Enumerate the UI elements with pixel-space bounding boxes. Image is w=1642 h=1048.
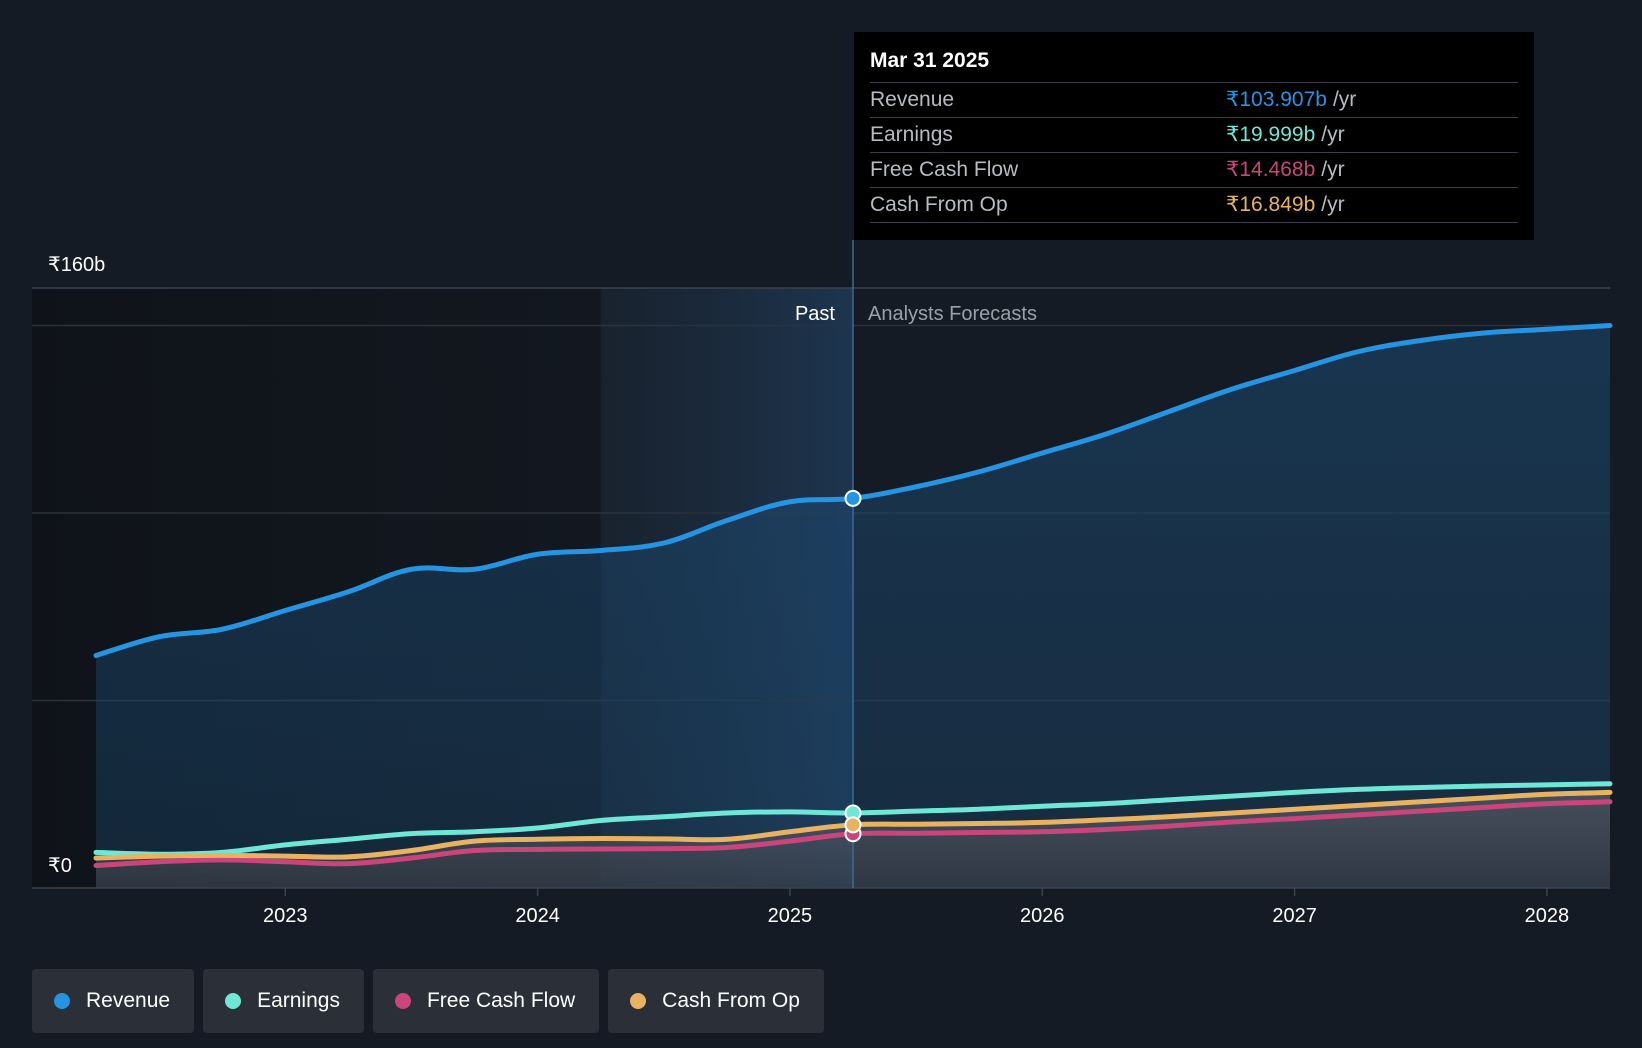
tooltip-label: Revenue [870, 88, 955, 111]
legend-item-free-cash-flow[interactable]: Free Cash Flow [372, 969, 600, 1033]
x-tick-label: 2025 [768, 905, 813, 927]
legend-label: Cash From Op [662, 989, 800, 1012]
legend-dot-icon [394, 993, 411, 1009]
forecast-label: Analysts Forecasts [868, 303, 1037, 325]
data-tooltip: Mar 31 2025 Revenue ₹103.907b /yr Earnin… [854, 32, 1534, 240]
legend-item-cash-from-op[interactable]: Cash From Op [608, 969, 824, 1033]
legend-label: Earnings [257, 989, 340, 1012]
tooltip-value: ₹103.907b [1226, 88, 1327, 111]
tooltip-unit: /yr [1332, 88, 1357, 111]
tooltip-value: ₹14.468b [1226, 158, 1316, 181]
x-axis-ticks: 2023 2024 2025 2026 2027 2028 [263, 888, 1569, 927]
x-tick-label: 2024 [515, 905, 560, 927]
past-label: Past [795, 303, 835, 325]
marker-revenue [844, 489, 862, 507]
tooltip-row-cash-from-op: Cash From Op ₹16.849b /yr [870, 188, 1518, 223]
chart-legend: Revenue Earnings Free Cash Flow Cash Fro… [32, 969, 824, 1033]
x-tick-label: 2023 [263, 905, 308, 927]
x-tick-label: 2026 [1020, 905, 1065, 927]
legend-dot-icon [54, 993, 70, 1009]
legend-label: Revenue [86, 989, 171, 1012]
legend-item-earnings[interactable]: Earnings [203, 969, 364, 1033]
y-tick-label-top: ₹160b [48, 254, 105, 276]
tooltip-unit: /yr [1321, 158, 1345, 181]
tooltip-row-earnings: Earnings ₹19.999b /yr [870, 118, 1518, 153]
tooltip-date: Mar 31 2025 [870, 46, 1518, 83]
tooltip-value: ₹19.999b [1226, 123, 1316, 146]
legend-dot-icon [225, 993, 242, 1009]
series-markers [844, 489, 862, 843]
legend-label: Free Cash Flow [426, 989, 576, 1012]
tooltip-unit: /yr [1321, 193, 1345, 216]
tooltip-value: ₹16.849b [1226, 193, 1316, 216]
tooltip-unit: /yr [1321, 123, 1345, 146]
y-tick-label-bottom: ₹0 [48, 855, 72, 877]
legend-item-revenue[interactable]: Revenue [32, 969, 195, 1033]
tooltip-label: Cash From Op [870, 193, 1008, 216]
x-tick-label: 2028 [1525, 905, 1570, 927]
tooltip-label: Earnings [870, 123, 953, 146]
tooltip-label: Free Cash Flow [870, 158, 1019, 181]
marker-cash-from-op [844, 816, 862, 834]
tooltip-row-revenue: Revenue ₹103.907b /yr [870, 83, 1518, 118]
tooltip-row-free-cash-flow: Free Cash Flow ₹14.468b /yr [870, 153, 1518, 188]
legend-dot-icon [630, 993, 647, 1009]
x-tick-label: 2027 [1272, 905, 1317, 927]
